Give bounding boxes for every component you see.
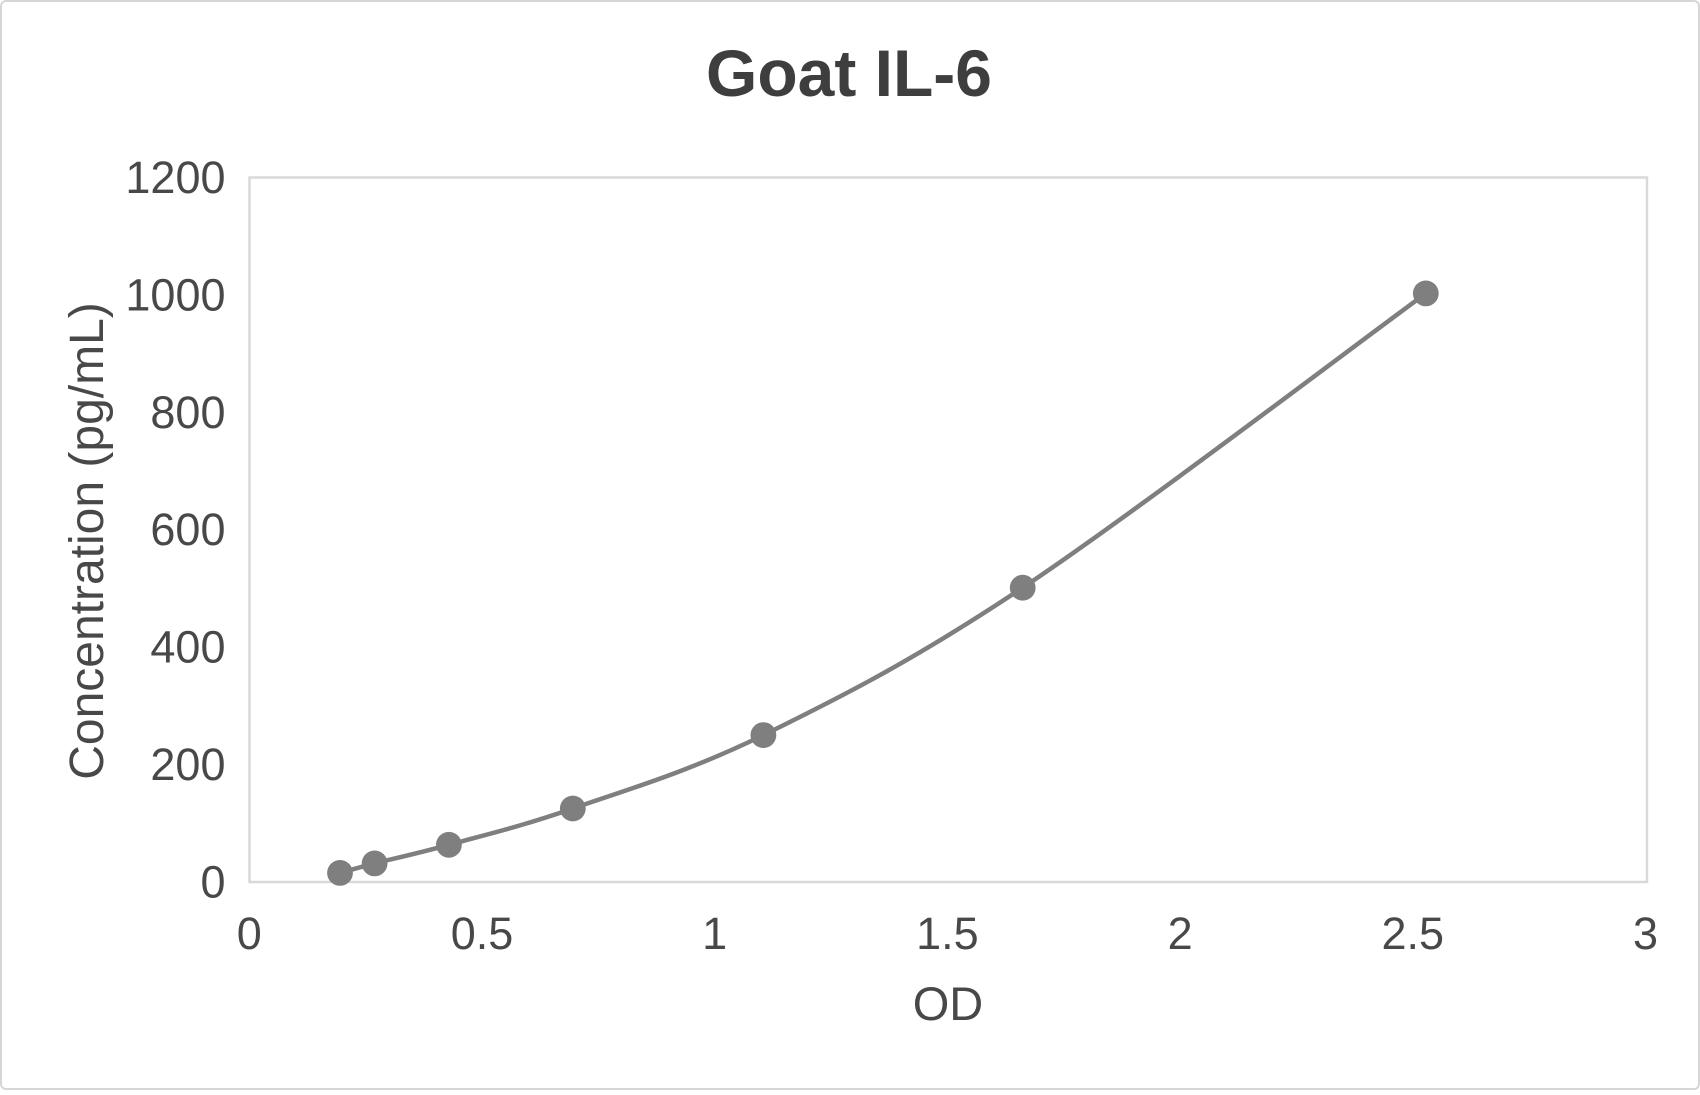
- svg-text:400: 400: [150, 622, 225, 673]
- svg-text:0: 0: [237, 908, 262, 959]
- svg-text:1.5: 1.5: [916, 908, 979, 959]
- svg-text:1200: 1200: [125, 152, 225, 203]
- svg-text:200: 200: [150, 739, 225, 790]
- svg-text:1000: 1000: [125, 269, 225, 320]
- svg-text:1: 1: [702, 908, 727, 959]
- svg-text:800: 800: [150, 387, 225, 438]
- svg-text:Concentration (pg/mL): Concentration (pg/mL): [61, 302, 114, 780]
- svg-text:2.5: 2.5: [1382, 908, 1445, 959]
- svg-text:OD: OD: [913, 977, 984, 1030]
- svg-text:Goat IL-6: Goat IL-6: [706, 36, 992, 110]
- svg-text:600: 600: [150, 504, 225, 555]
- svg-text:0.5: 0.5: [451, 908, 514, 959]
- svg-text:0: 0: [200, 857, 225, 908]
- svg-text:2: 2: [1168, 908, 1193, 959]
- svg-text:3: 3: [1633, 908, 1658, 959]
